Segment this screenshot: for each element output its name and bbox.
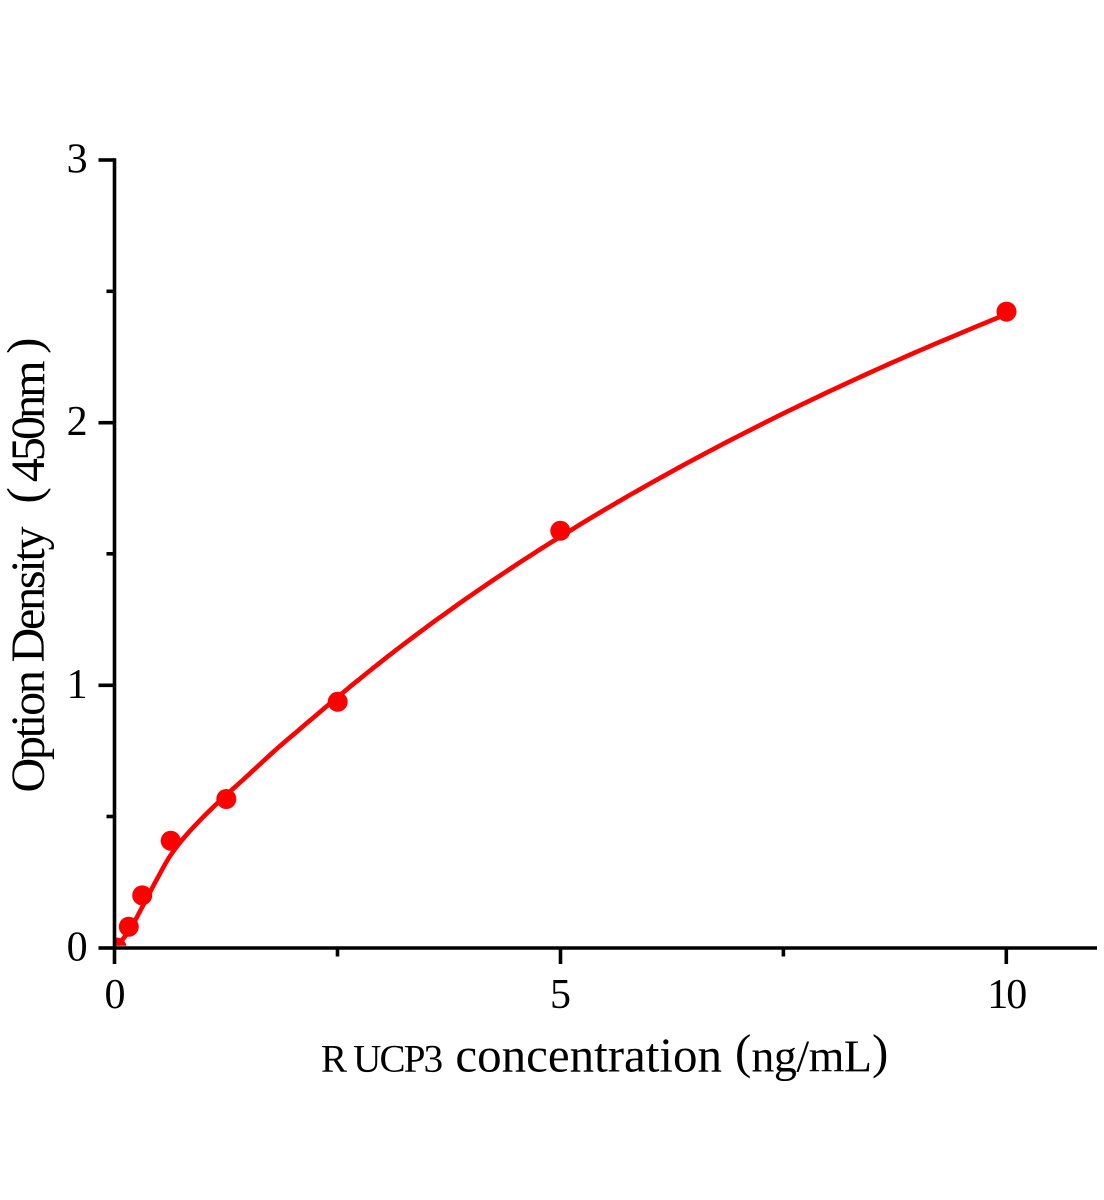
svg-text:2: 2 <box>67 399 88 445</box>
svg-text:1: 1 <box>67 662 88 708</box>
svg-text:0: 0 <box>67 925 88 971</box>
svg-text:0: 0 <box>105 972 126 1018</box>
svg-text:Option Density(450nm): Option Density(450nm) <box>0 338 55 793</box>
svg-text:10: 10 <box>987 972 1026 1018</box>
svg-text:3: 3 <box>67 137 88 183</box>
svg-text:5: 5 <box>550 972 571 1018</box>
